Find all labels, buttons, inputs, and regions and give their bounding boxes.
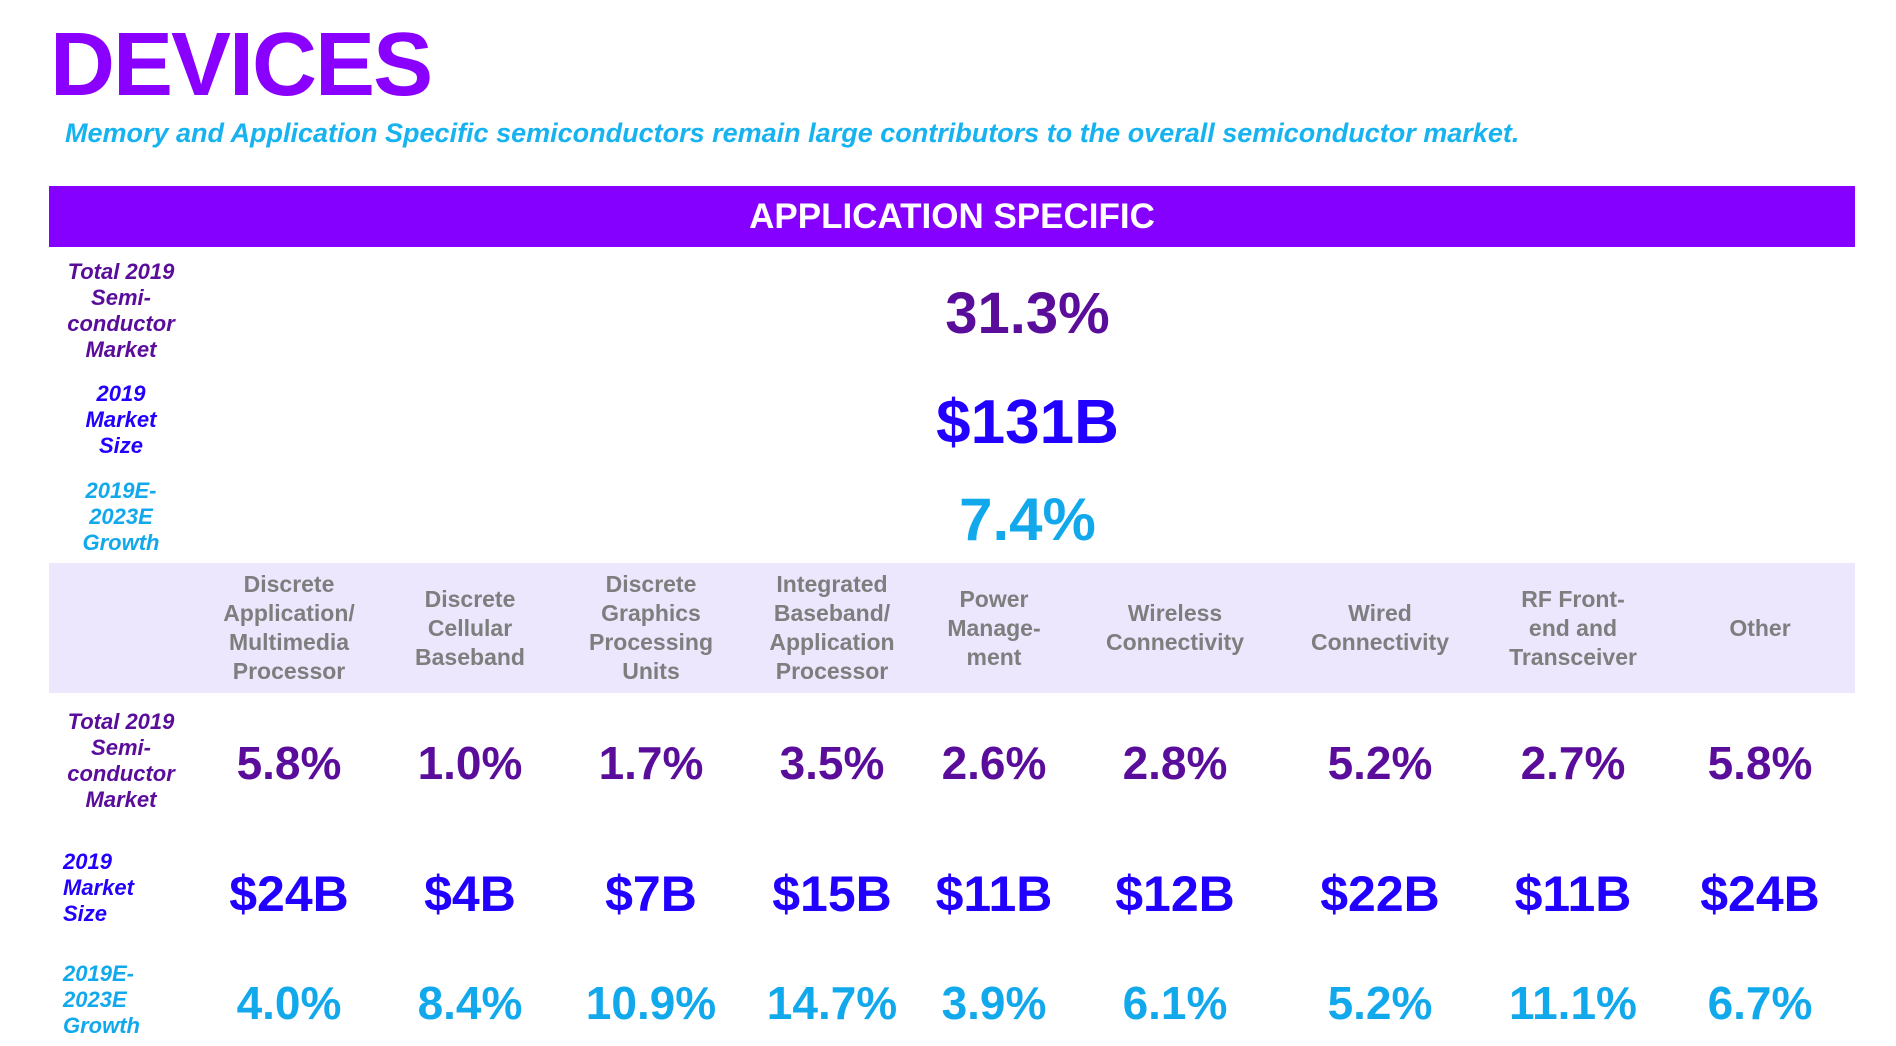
row-label-share: Total 2019 Semi- conductor Market bbox=[67, 709, 175, 812]
cell-growth: 6.1% bbox=[1122, 977, 1228, 1029]
cell-share: 5.2% bbox=[1327, 737, 1433, 789]
cell-growth: 11.1% bbox=[1509, 977, 1637, 1029]
cell-share: 2.6% bbox=[941, 737, 1047, 789]
summary-size-value: $131B bbox=[936, 388, 1119, 457]
category-header: Power Manage-ment bbox=[947, 585, 1041, 670]
cell-share: 2.7% bbox=[1520, 737, 1626, 789]
cell-share: 2.8% bbox=[1122, 737, 1228, 789]
cell-share: 1.0% bbox=[417, 737, 523, 789]
page-title: DEVICES bbox=[50, 15, 433, 115]
cell-share: 1.7% bbox=[598, 737, 704, 789]
category-header-row: Discrete Application/Multimedia Processor D… bbox=[49, 563, 1855, 693]
category-header: Discrete Cellular Baseband bbox=[415, 585, 525, 670]
cell-market-size: $22B bbox=[1320, 866, 1440, 922]
page-subtitle: Memory and Application Specific semicond… bbox=[65, 118, 1520, 148]
category-header: Other bbox=[1729, 614, 1791, 641]
cell-growth: 6.7% bbox=[1707, 977, 1813, 1029]
cell-growth: 5.2% bbox=[1327, 977, 1433, 1029]
cell-share: 5.8% bbox=[1707, 737, 1813, 789]
cell-market-size: $12B bbox=[1115, 866, 1235, 922]
row-label-growth: 2019E- 2023E Growth bbox=[63, 961, 140, 1038]
cell-growth: 8.4% bbox=[417, 977, 523, 1029]
row-label-size: 2019 Market Size bbox=[63, 849, 134, 926]
summary-share-value: 31.3% bbox=[945, 281, 1110, 346]
summary-share-label: Total 2019 Semi- conductor Market bbox=[67, 259, 175, 362]
cell-market-size: $4B bbox=[424, 866, 516, 922]
section-banner: APPLICATION SPECIFIC bbox=[49, 186, 1855, 247]
cell-growth: 10.9% bbox=[585, 977, 717, 1029]
cell-growth: 3.9% bbox=[941, 977, 1047, 1029]
cell-market-size: $24B bbox=[229, 866, 349, 922]
cell-growth: 14.7% bbox=[766, 977, 898, 1029]
summary-growth-value: 7.4% bbox=[959, 486, 1096, 553]
cell-market-size: $11B bbox=[935, 866, 1053, 922]
cell-market-size: $24B bbox=[1700, 866, 1820, 922]
summary-size-label: 2019 Market Size bbox=[85, 381, 157, 458]
category-header: Wireless Connectivity bbox=[1105, 600, 1245, 655]
category-header: Discrete Application/Multimedia Processor bbox=[223, 571, 355, 684]
cell-share: 3.5% bbox=[779, 737, 885, 789]
cell-market-size: $7B bbox=[605, 866, 697, 922]
cell-market-size: $15B bbox=[772, 866, 892, 922]
category-header: Discrete Graphics Processing Units bbox=[589, 571, 713, 684]
summary-growth-label: 2019E- 2023E Growth bbox=[82, 478, 160, 555]
cell-market-size: $11B bbox=[1514, 866, 1632, 922]
category-header: Integrated Baseband/Application Processor bbox=[769, 571, 895, 684]
cell-growth: 4.0% bbox=[236, 977, 342, 1029]
category-header: Wired Connectivity bbox=[1310, 600, 1450, 655]
cell-share: 5.8% bbox=[236, 737, 342, 789]
category-header: RF Front-end and Transceiver bbox=[1509, 585, 1637, 670]
